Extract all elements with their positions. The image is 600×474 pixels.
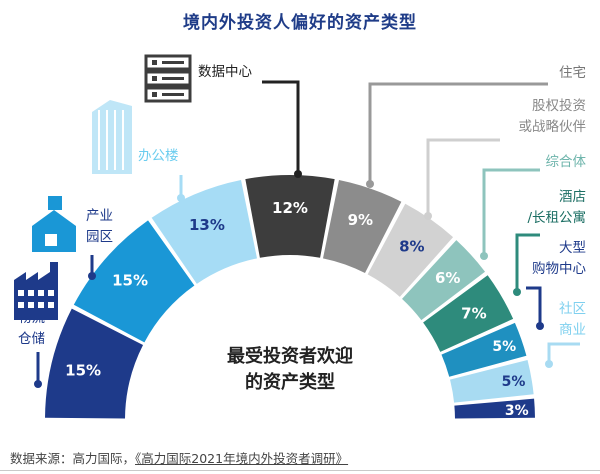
footer-divider — [0, 470, 600, 471]
leader-dot-10 — [545, 360, 553, 368]
warehouse-icon — [14, 262, 58, 320]
slice-10 — [449, 359, 534, 403]
category-label-9-line-1: 大型 — [559, 240, 586, 256]
slice-1 — [45, 308, 144, 419]
slice-5 — [322, 179, 402, 274]
category-label-10-line-2: 商业 — [559, 322, 586, 338]
category-label-5-line-1: 住宅 — [559, 65, 586, 81]
leader-dot-2 — [88, 272, 96, 280]
office-building-icon — [92, 100, 132, 174]
leader-dot-9 — [536, 322, 544, 330]
slice-9 — [441, 322, 527, 377]
leader-dot-7 — [480, 252, 488, 260]
chart-title: 境内外投资人偏好的资产类型 — [183, 13, 417, 33]
category-label-8-line-1: 酒店 — [559, 189, 586, 205]
leader-dot-5 — [366, 180, 374, 188]
value-label-8: 7% — [461, 305, 486, 323]
leader-dot-6 — [424, 212, 432, 220]
category-label-8-line-2: /长租公寓 — [527, 209, 586, 226]
leader-line-8 — [515, 233, 540, 292]
center-label-line-2: 的资产类型 — [245, 371, 335, 393]
value-label-9: 5% — [492, 339, 516, 355]
leader-line-4 — [262, 80, 300, 174]
leader-dot-3 — [177, 194, 185, 202]
leader-line-10 — [547, 342, 580, 364]
center-label-line-1: 最受投资者欢迎 — [227, 345, 353, 367]
leader-line-5 — [368, 82, 548, 184]
data-source: 数据来源：高力国际，《高力国际2021年境内外投资者调研》 — [10, 448, 348, 467]
slice-3 — [151, 179, 258, 284]
leader-dot-8 — [513, 288, 521, 296]
server-rack-icon — [144, 54, 192, 103]
value-label-7: 6% — [435, 269, 460, 287]
category-label-6-line-2: 或战略伙伴 — [519, 119, 587, 135]
leader-line-9 — [526, 286, 542, 326]
value-label-11: 3% — [505, 403, 529, 419]
leader-dot-1 — [34, 380, 42, 388]
category-label-2-line-2: 园区 — [86, 229, 113, 245]
value-label-4: 12% — [272, 199, 308, 217]
category-label-7-line-1: 综合体 — [546, 154, 587, 170]
source-reference: 《高力国际2021年境内外投资者调研》 — [135, 451, 349, 466]
slice-7 — [402, 240, 486, 321]
value-label-5: 9% — [348, 211, 373, 229]
category-label-2-line-1: 产业 — [86, 208, 113, 224]
value-label-1: 15% — [65, 361, 101, 379]
category-label-1-line-2: 仓储 — [18, 331, 45, 347]
category-label-4-line-1: 数据中心 — [198, 64, 252, 80]
industrial-park-icon — [32, 196, 76, 252]
leader-dot-4 — [294, 170, 302, 178]
value-label-3: 13% — [189, 216, 225, 234]
slice-6 — [367, 203, 454, 297]
category-label-6-line-1: 股权投资 — [532, 97, 586, 114]
value-label-2: 15% — [112, 271, 148, 289]
slice-4 — [245, 174, 335, 258]
leader-line-6 — [426, 138, 500, 216]
source-prefix: 数据来源：高力国际， — [10, 451, 136, 466]
category-label-3-line-1: 办公楼 — [138, 148, 179, 164]
slice-2 — [73, 220, 195, 343]
value-label-10: 5% — [502, 374, 526, 390]
category-label-9-line-2: 购物中心 — [532, 261, 586, 277]
category-label-10-line-1: 社区 — [559, 301, 586, 317]
slice-11 — [454, 398, 535, 419]
slice-8 — [423, 275, 514, 352]
value-label-6: 8% — [399, 237, 424, 255]
leader-line-7 — [482, 168, 540, 256]
